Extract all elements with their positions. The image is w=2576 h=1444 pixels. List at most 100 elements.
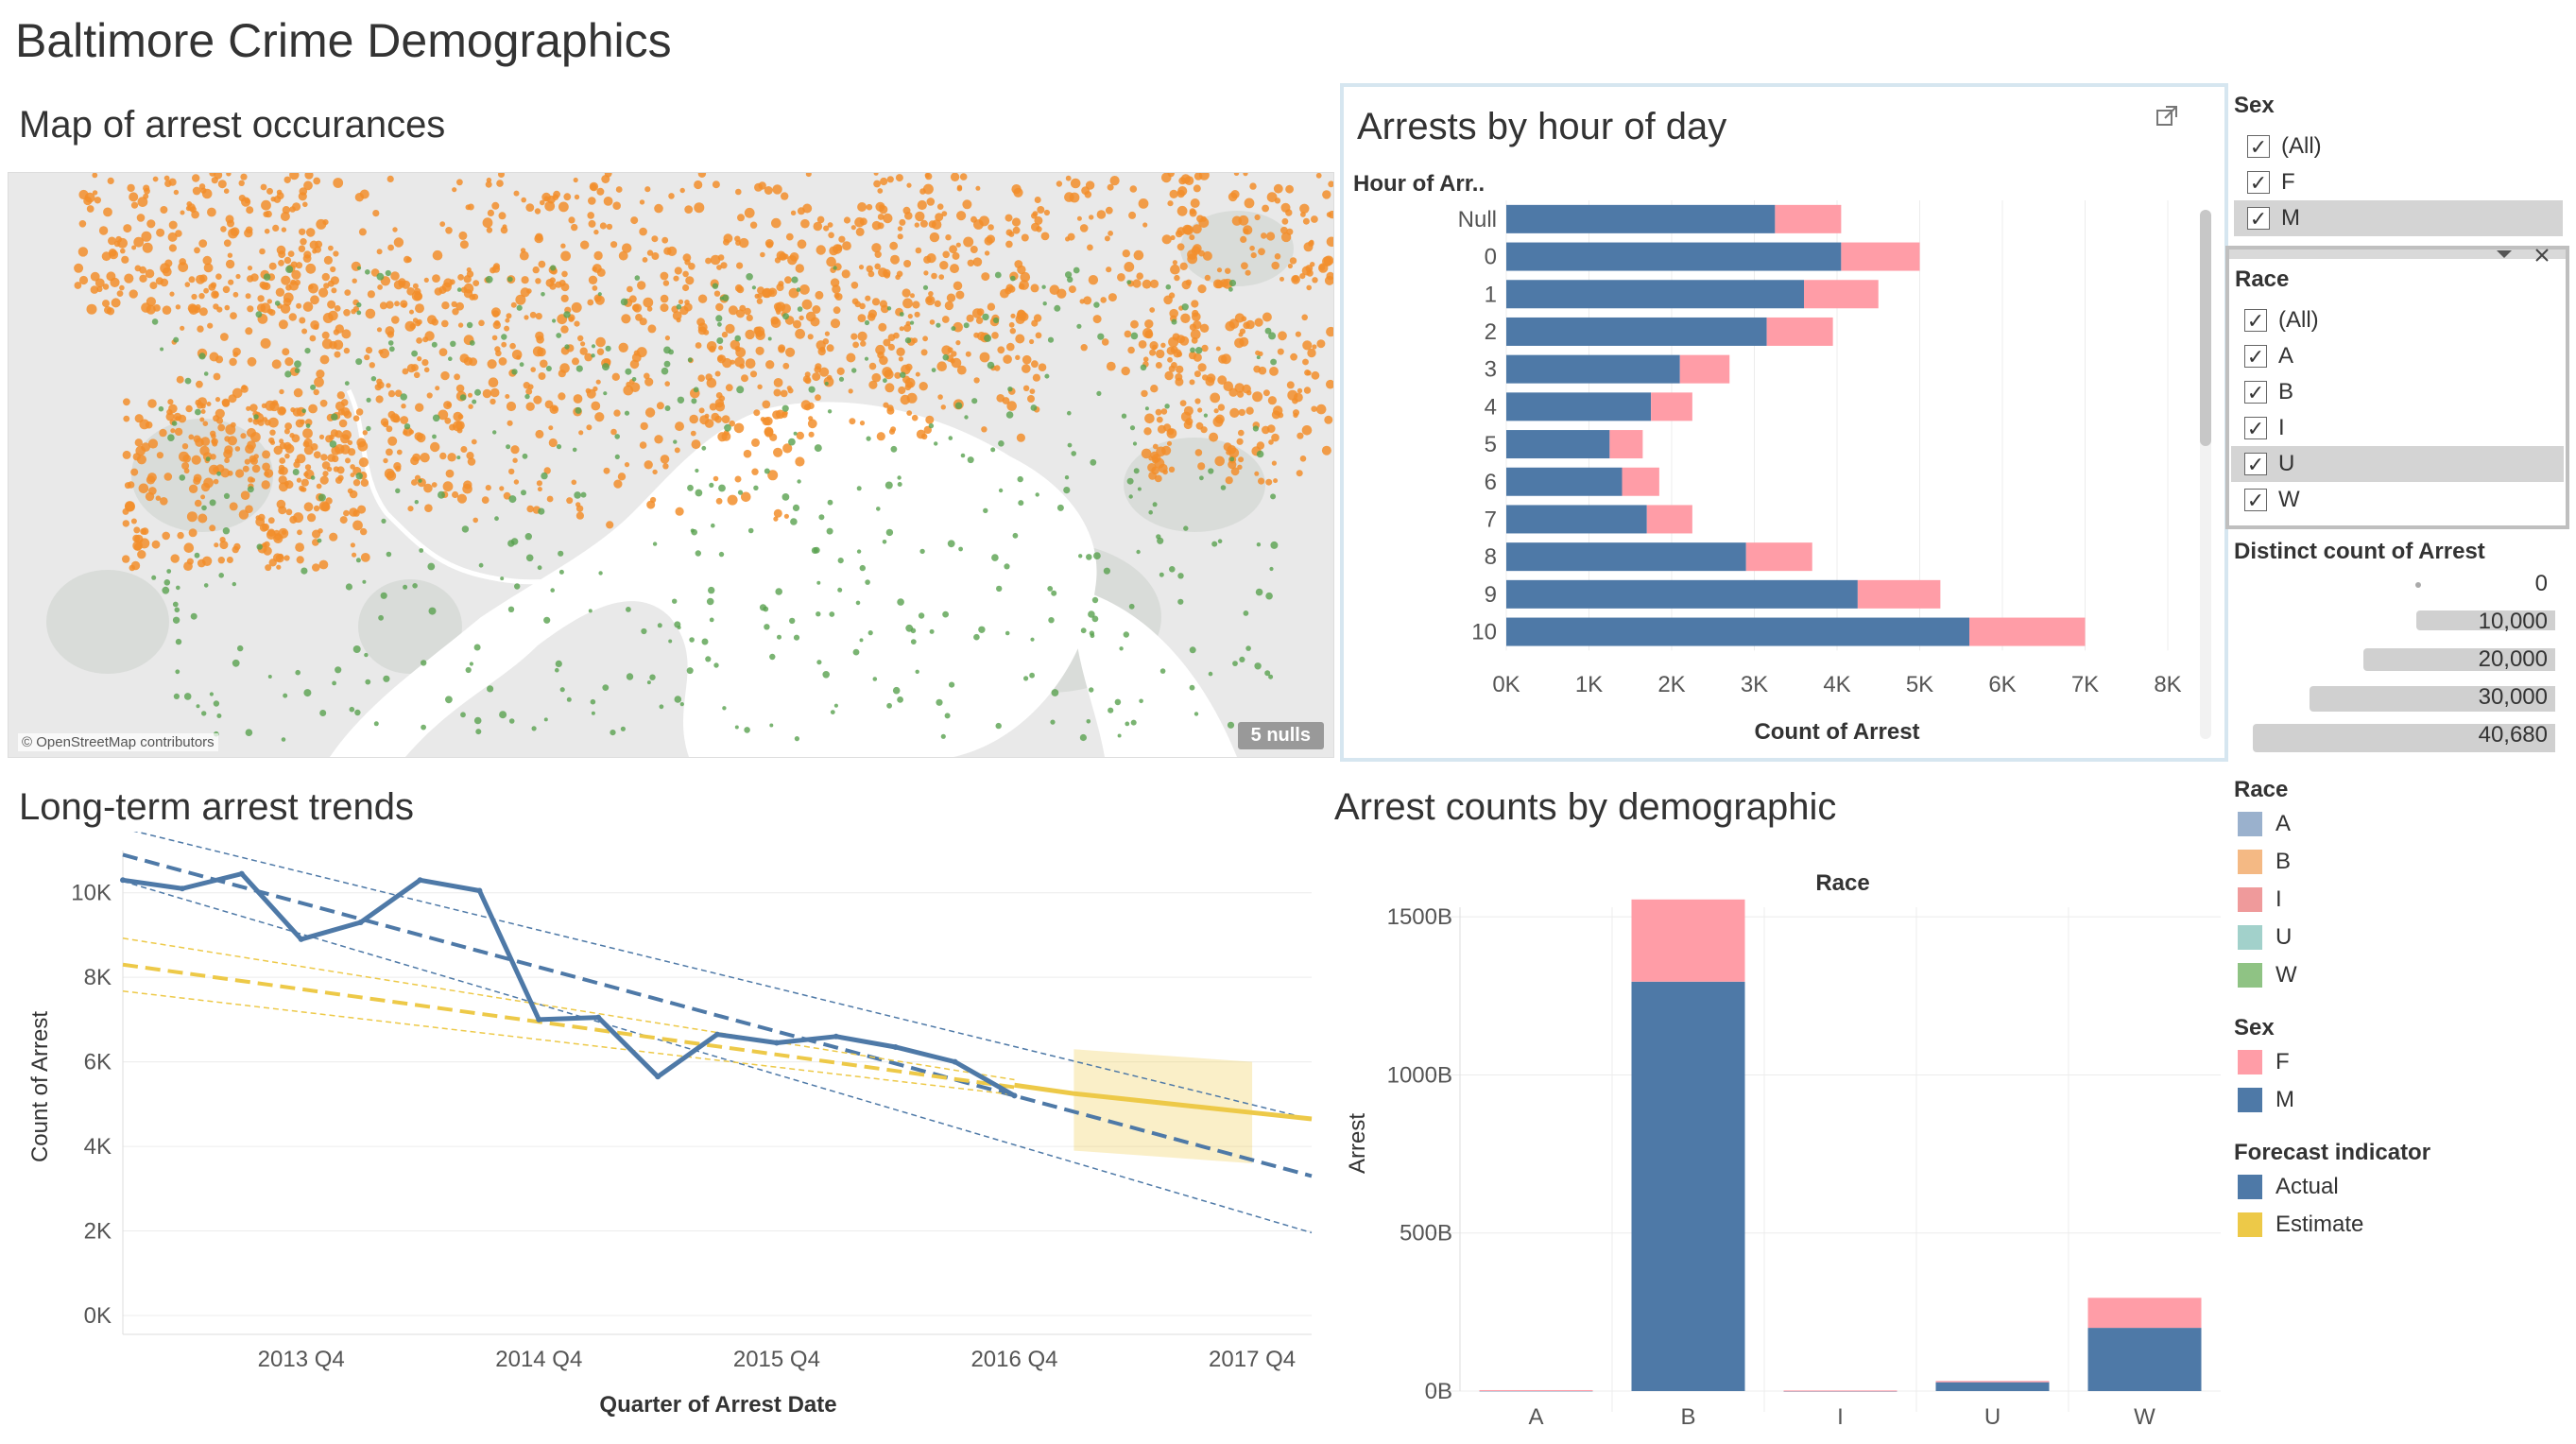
sex-legend-item[interactable]: F (2238, 1049, 2290, 1075)
checkbox[interactable]: ✓ (2247, 135, 2270, 159)
arrest-dot (466, 266, 472, 273)
arrest-dot (111, 298, 121, 308)
race-filter-panel[interactable]: Race ✓ (All) ✓ A ✓ B ✓ I ✓ U ✓ W (2225, 246, 2569, 529)
race-legend-item[interactable]: W (2238, 962, 2297, 988)
popout-icon[interactable] (2155, 104, 2179, 129)
checkbox[interactable]: ✓ (2244, 345, 2267, 369)
arrest-dot (471, 438, 477, 445)
map-canvas[interactable] (9, 173, 1333, 757)
arrest-dot (535, 331, 544, 341)
race-filter-item-b[interactable]: ✓ B (2231, 374, 2564, 410)
arrest-dot (920, 349, 928, 356)
arrest-dot (1022, 354, 1032, 365)
arrest-dot (1183, 525, 1189, 531)
forecast-legend-item[interactable]: Actual (2238, 1174, 2339, 1200)
arrest-dot (226, 557, 233, 563)
arrest-dot (218, 573, 224, 578)
arrest-dot (737, 214, 745, 222)
forecast-legend-item[interactable]: Estimate (2238, 1212, 2363, 1238)
checkbox[interactable]: ✓ (2244, 309, 2267, 333)
arrest-dot (335, 430, 343, 438)
race-legend-item[interactable]: U (2238, 924, 2292, 951)
arrest-dot (1273, 478, 1279, 484)
arrest-dot (900, 371, 906, 378)
category-label: 4 (1485, 394, 1497, 420)
arrest-dot (520, 248, 526, 253)
race-filter-item-w[interactable]: ✓ W (2231, 482, 2564, 518)
checkbox[interactable]: ✓ (2244, 417, 2267, 440)
arrest-dot (276, 245, 286, 255)
arrest-dot (734, 235, 741, 242)
arrest-dot (698, 407, 705, 414)
arrest-dot (620, 298, 628, 306)
arrest-dot (644, 377, 654, 387)
arrest-dot (293, 512, 304, 524)
arrest-dot (811, 547, 818, 554)
arrest-dot (251, 464, 261, 473)
arrest-dot (193, 435, 201, 443)
arrest-dot (538, 507, 545, 515)
race-filter-item-all[interactable]: ✓ (All) (2231, 302, 2564, 338)
arrest-dot (664, 405, 671, 411)
arrest-dot (525, 203, 535, 212)
nulls-indicator[interactable]: 5 nulls (1237, 722, 1324, 749)
race-legend-item[interactable]: A (2238, 811, 2291, 837)
sex-filter-item-all[interactable]: ✓ (All) (2234, 129, 2563, 164)
y-tick-label: 0K (84, 1303, 112, 1329)
arrest-dot (1265, 478, 1273, 486)
arrest-dot (928, 291, 934, 297)
sex-filter-item-f[interactable]: ✓ F (2234, 164, 2563, 200)
arrest-dot (979, 352, 990, 363)
arrest-dot (219, 537, 226, 543)
checkbox[interactable]: ✓ (2247, 171, 2270, 195)
arrest-dot (1189, 323, 1197, 331)
arrest-dot (269, 429, 276, 436)
arrest-dot (1177, 186, 1188, 197)
close-icon[interactable] (2533, 248, 2550, 263)
sex-legend-item[interactable]: M (2238, 1087, 2294, 1113)
scrollbar-thumb[interactable] (2200, 210, 2211, 446)
arrest-map[interactable]: © OpenStreetMap contributors 5 nulls (8, 172, 1334, 758)
arrest-dot (388, 346, 395, 352)
arrest-dot (385, 269, 391, 277)
arrest-dot (386, 425, 393, 433)
checkbox[interactable]: ✓ (2247, 207, 2270, 231)
checkbox[interactable]: ✓ (2244, 489, 2267, 512)
legend-label: Estimate (2275, 1212, 2364, 1237)
arrest-dot (139, 266, 147, 274)
race-legend-item[interactable]: I (2238, 886, 2282, 913)
arrest-dot (1008, 321, 1015, 328)
hour-chart-panel[interactable]: Arrests by hour of day Hour of Arr.. 0K 1K… (1340, 83, 2228, 762)
trend-line (122, 852, 1313, 1178)
hour-chart-scrollbar[interactable] (2200, 210, 2211, 739)
arrest-dot (180, 325, 185, 331)
filter-drag-handle[interactable] (2229, 249, 2566, 259)
race-filter-item-a[interactable]: ✓ A (2231, 338, 2564, 374)
race-filter-item-i[interactable]: ✓ I (2231, 410, 2564, 446)
arrest-dot (1231, 215, 1243, 226)
x-tick-label: 5K (1906, 672, 1933, 697)
arrest-dot (435, 386, 440, 391)
arrest-dot (1193, 244, 1202, 253)
checkbox[interactable]: ✓ (2244, 453, 2267, 476)
arrest-dot (412, 318, 419, 323)
arrest-dot (1138, 340, 1147, 349)
arrest-dot (194, 499, 202, 507)
sex-filter-item-m[interactable]: ✓ M (2234, 200, 2563, 236)
dropdown-arrow-icon[interactable] (2494, 248, 2515, 261)
arrest-dot (1050, 719, 1056, 725)
checkbox[interactable]: ✓ (2244, 381, 2267, 404)
arrest-dot (541, 472, 548, 480)
arrest-dot (508, 495, 517, 504)
arrest-dot (1285, 184, 1294, 194)
arrest-dot (1190, 198, 1200, 208)
race-filter-item-u[interactable]: ✓ U (2231, 446, 2564, 482)
arrest-dot (1128, 494, 1133, 499)
arrest-dot (318, 287, 329, 298)
race-legend-item[interactable]: B (2238, 849, 2291, 875)
arrest-dot (178, 414, 187, 423)
arrest-dot (415, 303, 424, 314)
arrest-dot (823, 376, 834, 387)
legend-label: M (2275, 1087, 2294, 1112)
arrest-dot (972, 257, 983, 266)
